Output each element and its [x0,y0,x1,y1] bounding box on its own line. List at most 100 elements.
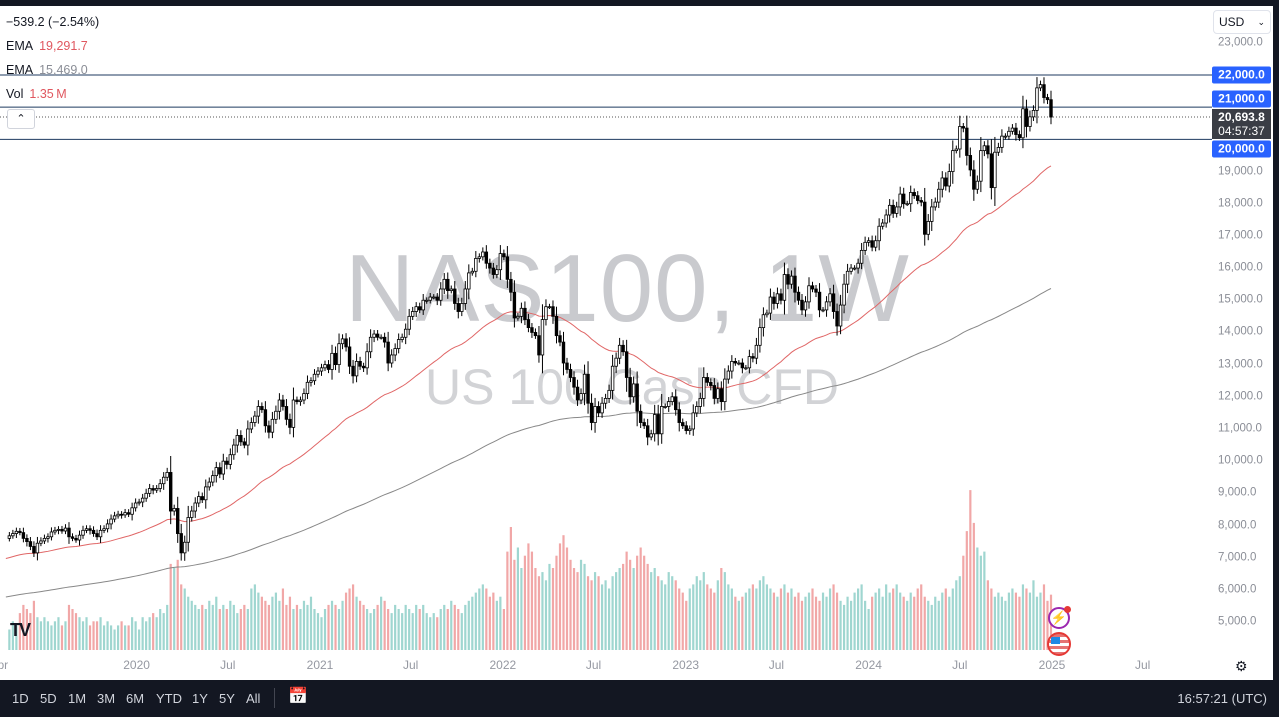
volume-bar [772,592,776,650]
volume-bar [432,613,435,650]
range-button-6m[interactable]: 6M [126,691,145,706]
candle-body [866,240,871,243]
candle-body [772,296,776,304]
watermark-symbol: NAS100, 1W [345,235,910,342]
volume-bar [751,584,754,650]
candle-body [674,396,678,411]
volume-bar [257,592,260,650]
range-button-1y[interactable]: 1Y [192,691,208,706]
volume-bar [632,568,635,650]
candle-body [421,299,425,311]
volume-bar [744,592,747,650]
volume-bar [204,609,207,650]
range-button-5y[interactable]: 5Y [219,691,235,706]
candle-body [912,192,916,197]
volume-bar [159,609,162,650]
volume-bar [344,592,348,650]
volume-bar [25,609,28,650]
price-chart[interactable] [0,6,1273,680]
currency-select[interactable]: USD ⌄ [1213,10,1271,34]
price-tick: 16,000.0 [1218,261,1263,274]
candle-body [719,388,724,403]
candle-body [730,361,734,372]
volume-bar [102,625,106,650]
range-button-1m[interactable]: 1M [68,691,87,706]
volume-bar [1025,588,1028,650]
candle-body [207,481,211,488]
volume-bar [678,588,681,650]
candle-body [733,361,738,364]
volume-bar [660,580,663,650]
candle-body [667,401,671,407]
volume-bar [853,592,856,650]
candle-body [1010,127,1015,132]
volume-bar [218,609,221,650]
candle-body [947,171,951,187]
volume-bar [120,621,123,650]
calendar-goto-icon[interactable]: 📅 [288,688,308,705]
candle-body [582,373,587,394]
chart-pane[interactable]: NAS100, 1W US 100 Cash CFD −539.2 (−2.54… [0,6,1273,680]
volume-bar [769,588,772,650]
range-button-3m[interactable]: 3M [97,691,116,706]
candle-body [407,315,411,330]
volume-bar [474,592,477,650]
range-button-1d[interactable]: 1D [12,691,29,706]
ema-label: EMA [6,39,34,53]
candle-body [102,528,106,531]
gear-icon[interactable]: ⚙ [1235,658,1248,674]
time-tick: 2024 [855,658,882,672]
vol-value: 1.35 M [29,87,67,101]
volume-bar [46,621,50,650]
legend-volume[interactable]: Vol 1.35 M [6,87,67,101]
range-button-ytd[interactable]: YTD [156,691,182,706]
candle-body [81,529,85,536]
volume-bar [274,592,278,650]
candle-body [558,335,562,343]
vol-label: Vol [6,87,24,101]
volume-bar [755,588,758,650]
volume-bar [986,580,989,650]
utc-clock[interactable]: 16:57:21 (UTC) [1177,691,1267,706]
collapse-legend-button[interactable]: ⌃ [7,109,35,129]
volume-bar [818,600,821,650]
lightning-event-icon[interactable]: ⚡ [1048,606,1071,629]
volume-bar [951,588,954,650]
volume-bar [36,617,39,650]
ema-fast-line [5,165,1052,559]
candle-body [803,301,808,311]
candle-body [358,361,362,367]
candle-body [751,356,755,359]
volume-bar [723,572,726,650]
volume-bar [197,609,200,650]
candle-body [786,274,790,285]
volume-bar [292,609,295,650]
volume-bar [67,604,71,650]
candle-body [551,306,555,317]
volume-bar [208,600,211,650]
tradingview-logo[interactable]: TV [10,620,31,640]
legend-ema-fast[interactable]: EMA 19,291.7 [6,39,88,53]
volume-bar [860,584,863,650]
candle-body [112,515,117,520]
volume-bar [485,588,488,650]
price-tick: 13,000.0 [1218,358,1263,371]
volume-bar [88,625,92,650]
volume-bar [271,596,274,650]
candle-body [575,386,580,401]
range-button-5d[interactable]: 5D [40,691,57,706]
volume-bar [958,576,961,650]
volume-bar [187,596,190,650]
volume-bar [579,559,583,650]
volume-bar [667,572,670,650]
volume-bar [369,613,372,650]
range-button-all[interactable]: All [246,691,261,706]
volume-bar [1000,596,1003,650]
volume-bar [937,600,940,650]
us-flag-event-icon[interactable] [1047,632,1071,656]
candle-body [873,240,878,248]
candle-body [25,537,29,543]
volume-bar [264,600,267,650]
legend-ema-slow[interactable]: EMA 15,469.0 [6,63,88,77]
candle-body [972,169,976,190]
